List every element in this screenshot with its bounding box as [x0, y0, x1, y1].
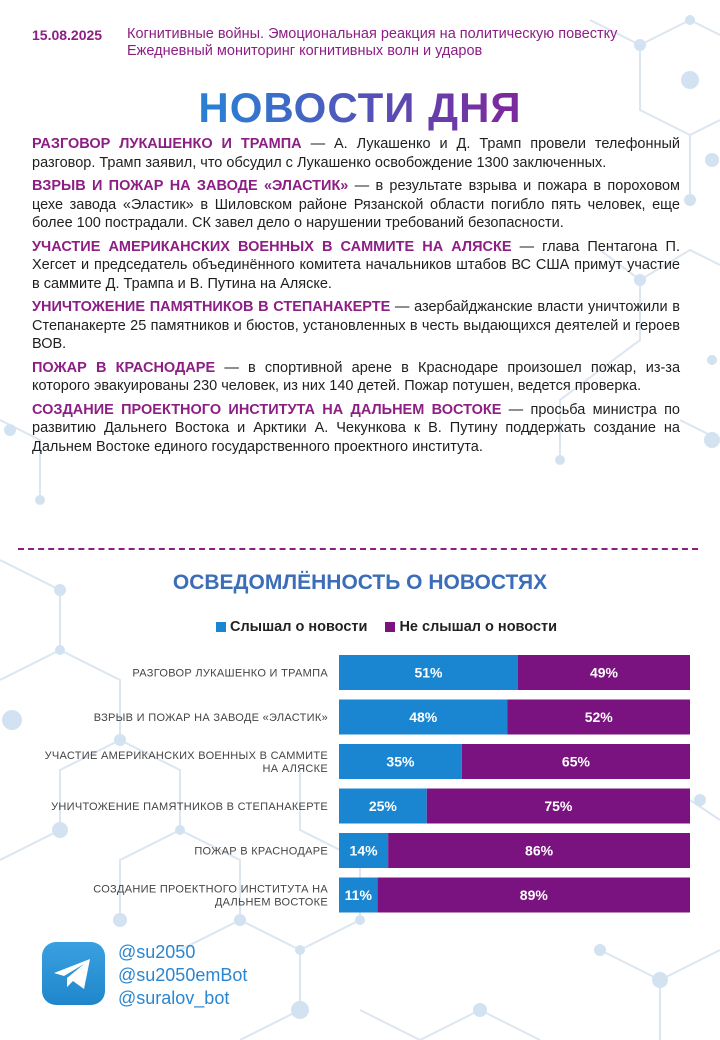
subtitle-line-2: Ежедневный мониторинг когнитивных волн и… — [127, 43, 483, 59]
data-label: 25% — [369, 798, 398, 814]
news-item: РАЗГОВОР ЛУКАШЕНКО И ТРАМПА — А. Лукашен… — [32, 135, 680, 172]
bar-not-heard — [518, 655, 690, 690]
news-item: ПОЖАР В КРАСНОДАРЕ — в спортивной арене … — [32, 359, 680, 396]
category-label: ПОЖАР В КРАСНОДАРЕ — [194, 846, 328, 858]
category-label: РАЗГОВОР ЛУКАШЕНКО И ТРАМПА — [132, 668, 328, 680]
news-text: — в результате взрыва и пожара в порохов… — [32, 178, 681, 231]
category-label: СОЗДАНИЕ ПРОЕКТНОГО ИНСТИТУТА НА ДАЛЬНЕМ … — [93, 884, 328, 909]
bar-heard — [339, 788, 427, 824]
news-text: — глава Пентагона П. Хегсет и председате… — [32, 238, 680, 292]
news-headline: УЧАСТИЕ АМЕРИКАНСКИХ ВОЕННЫХ В САММИТЕ Н… — [32, 238, 512, 255]
bar-heard — [339, 699, 508, 735]
data-label: 52% — [585, 709, 614, 725]
data-label: 51% — [414, 665, 443, 681]
bar-not-heard — [461, 744, 690, 779]
telegram-handles: @su2050 @su2050emBot @suralov_bot — [118, 941, 247, 1010]
section-divider — [18, 548, 698, 550]
news-headline: РАЗГОВОР ЛУКАШЕНКО И ТРАМПА — [32, 136, 302, 152]
legend-item-heard: Слышал о новости — [216, 619, 367, 635]
report-date: 15.08.2025 — [32, 27, 103, 43]
bar-not-heard — [426, 788, 690, 824]
data-label: 11% — [345, 887, 373, 903]
telegram-logo — [42, 942, 105, 1005]
data-label: 75% — [544, 798, 573, 814]
news-item: УЧАСТИЕ АМЕРИКАНСКИХ ВОЕННЫХ В САММИТЕ Н… — [32, 238, 680, 294]
legend-item-not-heard: Не слышал о новости — [385, 619, 557, 635]
news-item: СОЗДАНИЕ ПРОЕКТНОГО ИНСТИТУТА НА ДАЛЬНЕМ… — [32, 401, 680, 457]
news-list: РАЗГОВОР ЛУКАШЕНКО И ТРАМПА — А. Лукашен… — [32, 135, 680, 461]
bar-heard — [339, 744, 462, 779]
news-text: — азербайджанские власти уничтожили в Ст… — [32, 299, 680, 352]
news-text: — А. Лукашенко и Д. Трамп провели телефо… — [32, 136, 680, 171]
data-label: 86% — [525, 843, 554, 859]
news-headline: ПОЖАР В КРАСНОДАРЕ — [32, 359, 216, 376]
chart-legend: Слышал о новости Не слышал о новости — [216, 619, 575, 635]
news-item: ВЗРЫВ И ПОЖАР НА ЗАВОДЕ «ЭЛАСТИК» — в ре… — [32, 177, 680, 233]
bar-not-heard — [507, 699, 690, 735]
data-label: 65% — [562, 754, 591, 770]
category-label: УЧАСТИЕ АМЕРИКАНСКИХ ВОЕННЫХ В САММИТЕ НА… — [45, 750, 328, 775]
handle-link[interactable]: @su2050 — [118, 942, 196, 962]
news-text: — в спортивной арене в Краснодаре произо… — [32, 359, 681, 395]
awareness-bar-chart: РАЗГОВОР ЛУКАШЕНКО И ТРАМПА 51% 49% ВЗРЫВ И… — [45, 655, 690, 913]
news-headline: ВЗРЫВ И ПОЖАР НА ЗАВОДЕ «ЭЛАСТИК» — [32, 178, 349, 194]
bar-not-heard — [388, 833, 690, 868]
data-label: 14% — [350, 843, 379, 859]
handle-link[interactable]: @su2050emBot — [118, 965, 248, 985]
bar-heard — [339, 877, 378, 913]
data-label: 48% — [409, 709, 438, 725]
page-title: НОВОСТИ ДНЯ — [0, 84, 720, 132]
bar-heard — [339, 833, 389, 868]
data-label: 35% — [386, 754, 415, 770]
legend-label-not-heard: Не слышал о новости — [399, 619, 558, 635]
bar-heard — [339, 655, 519, 690]
news-headline: СОЗДАНИЕ ПРОЕКТНОГО ИНСТИТУТА НА ДАЛЬНЕМ… — [32, 401, 502, 418]
category-label: ВЗРЫВ И ПОЖАР НА ЗАВОДЕ «ЭЛАСТИК» — [94, 712, 328, 724]
report-subtitle: Когнитивные войны. Эмоциональная реакция… — [127, 26, 617, 60]
chart-title: ОСВЕДОМЛЁННОСТЬ О НОВОСТЯХ — [172, 571, 548, 594]
news-text: — просьба министра по развитию Дальнего … — [32, 401, 680, 455]
category-label: УНИЧТОЖЕНИЕ ПАМЯТНИКОВ В СТЕПАНАКЕРТЕ — [51, 801, 328, 813]
handle-link[interactable]: @suralov_bot — [118, 988, 230, 1008]
news-headline: УНИЧТОЖЕНИЕ ПАМЯТНИКОВ В СТЕПАНАКЕРТЕ — [32, 299, 391, 315]
legend-swatch-heard — [216, 622, 226, 632]
data-label: 89% — [520, 887, 549, 903]
bar-not-heard — [377, 877, 690, 913]
data-label: 49% — [590, 665, 619, 681]
news-item: УНИЧТОЖЕНИЕ ПАМЯТНИКОВ В СТЕПАНАКЕРТЕ — … — [32, 298, 680, 354]
legend-swatch-not-heard — [385, 622, 396, 632]
legend-label-heard: Слышал о новости — [230, 619, 368, 635]
subtitle-line-1: Когнитивные войны. Эмоциональная реакция… — [127, 26, 618, 42]
telegram-icon — [54, 959, 90, 989]
